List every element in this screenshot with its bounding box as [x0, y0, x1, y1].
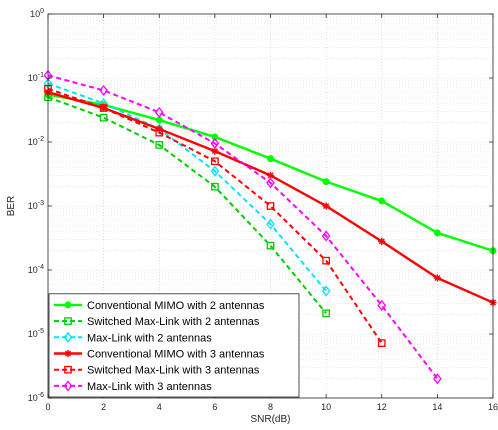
data-point-s6-3 — [210, 137, 220, 149]
legend-label-4: Conventional MIMO with 3 antennas — [87, 349, 265, 361]
legend-box — [48, 293, 300, 398]
data-point-s2-1 — [99, 113, 108, 122]
legend-marker-1 — [64, 301, 72, 309]
legend-label-5: Switched Max-Link with 3 antennas — [87, 365, 260, 377]
data-point-s1-5 — [322, 178, 330, 186]
data-point-s5-5 — [322, 256, 330, 265]
series-6 — [43, 69, 442, 385]
y-tick-label-0: 100 — [30, 8, 44, 19]
legend-label-6: Max-Link with 3 antennas — [87, 381, 212, 393]
legend-marker-5 — [64, 365, 72, 374]
x-tick-label-5: 10 — [321, 402, 331, 412]
data-point-s1-2 — [155, 116, 163, 124]
legend-marker-2 — [64, 317, 72, 325]
data-point-s5-2 — [155, 128, 164, 137]
y-tick-label-1: 10-1 — [28, 72, 44, 83]
data-point-s5-6 — [377, 339, 386, 347]
data-point-s5-3 — [211, 157, 219, 166]
series-5 — [44, 84, 386, 347]
legend-marker-3 — [63, 331, 73, 343]
data-point-s1-6 — [378, 197, 386, 205]
data-point-s4-7 — [433, 274, 441, 282]
y-tick-label-2: 10-2 — [28, 136, 44, 147]
data-point-s4-3 — [211, 147, 219, 155]
legend-marker-6 — [63, 380, 73, 392]
data-point-s1-7 — [433, 229, 441, 237]
legend: Conventional MIMO with 2 antennas Switche… — [48, 293, 300, 398]
x-axis-label: SNR(dB) — [250, 414, 290, 425]
data-point-s6-1 — [99, 84, 108, 96]
x-tick-label-1: 2 — [101, 402, 106, 412]
data-point-s4-1 — [100, 104, 108, 112]
data-point-s6-7 — [433, 373, 442, 385]
series-line-2 — [47, 96, 327, 315]
data-point-s2-4 — [266, 241, 275, 250]
y-tick-label-4: 10-4 — [28, 264, 44, 275]
data-point-s3-3 — [210, 165, 220, 177]
data-point-s4-6 — [378, 237, 386, 245]
x-tick-label-0: 0 — [45, 402, 50, 412]
data-point-s6-2 — [154, 106, 164, 118]
data-point-s3-4 — [266, 218, 275, 230]
data-point-s6-4 — [266, 177, 275, 189]
data-point-s1-4 — [267, 155, 274, 163]
y-tick-label-5: 10-5 — [28, 328, 44, 339]
y-tick-label-3: 10-3 — [28, 200, 44, 211]
x-tick-label-2: 4 — [157, 402, 162, 412]
data-point-s2-2 — [155, 141, 164, 149]
data-point-s4-5 — [322, 202, 330, 210]
x-tick-label-4: 8 — [268, 402, 273, 412]
x-tick-label-7: 14 — [432, 402, 442, 412]
data-point-s2-5 — [322, 309, 330, 318]
y-tick-label-6: 10-6 — [28, 392, 44, 403]
data-point-s4-4 — [266, 171, 275, 180]
x-tick-label-3: 6 — [212, 402, 217, 412]
legend-marker-4 — [64, 349, 72, 358]
y-axis-label: BER — [6, 196, 17, 217]
data-point-s5-4 — [266, 202, 275, 210]
legend-label-3: Max-Link with 2 antennas — [87, 332, 212, 344]
legend-label-2: Switched Max-Link with 2 antennas — [87, 316, 260, 328]
plot-series — [43, 69, 497, 385]
series-line-5 — [47, 87, 383, 344]
series-line-3 — [47, 82, 327, 292]
x-tick-label-6: 12 — [377, 402, 387, 412]
legend-label-1: Conventional MIMO with 2 antennas — [87, 300, 265, 312]
data-point-s6-6 — [377, 299, 387, 311]
data-point-s3-5 — [321, 285, 331, 297]
x-tick-label-8: 16 — [488, 402, 498, 412]
data-point-s5-1 — [99, 104, 108, 112]
data-point-s6-5 — [321, 230, 331, 242]
data-point-s2-3 — [211, 182, 219, 191]
series-line-6 — [47, 74, 439, 380]
